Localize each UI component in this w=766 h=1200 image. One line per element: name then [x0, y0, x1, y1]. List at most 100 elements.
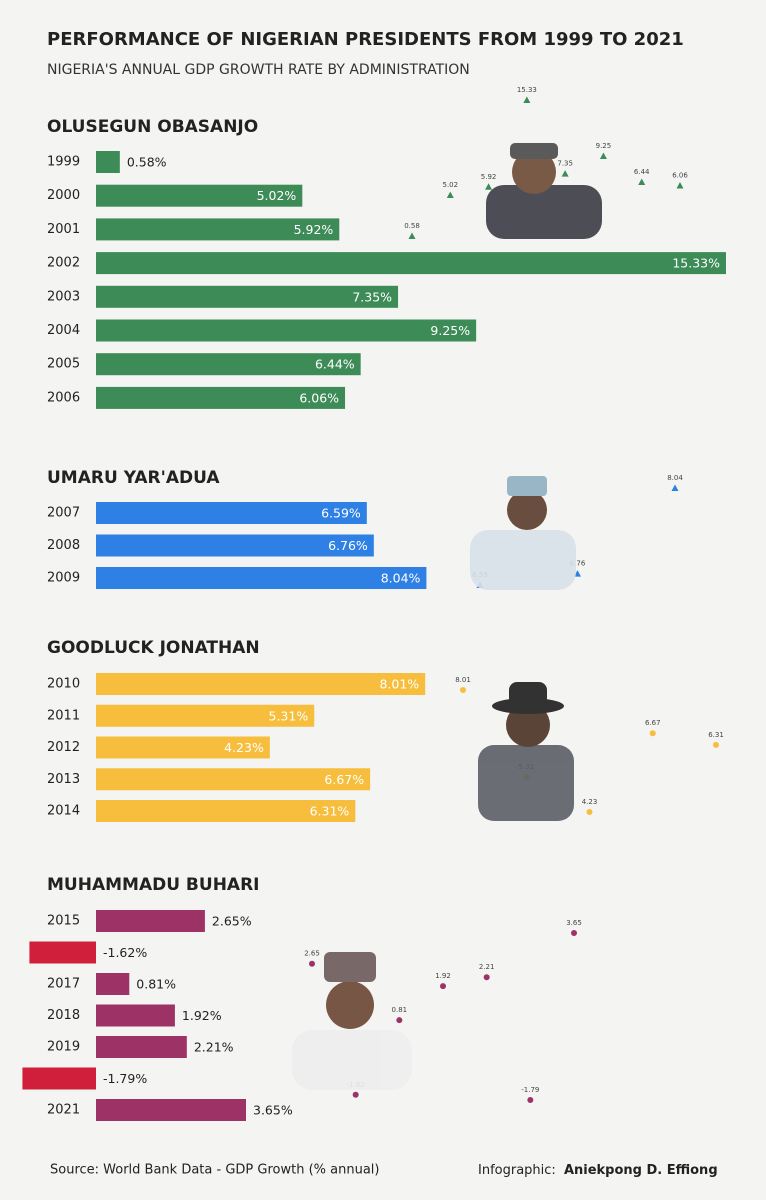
- value-label: 8.04%: [381, 571, 421, 586]
- dot-label: 15.33: [517, 86, 537, 94]
- section-title: GOODLUCK JONATHAN: [47, 638, 260, 658]
- year-label: 2013: [47, 772, 80, 787]
- dot-marker: [671, 484, 679, 491]
- value-label: 9.25%: [430, 323, 470, 338]
- value-label: 7.35%: [352, 289, 392, 304]
- year-label: 2006: [47, 390, 80, 405]
- year-label: 2017: [47, 977, 80, 992]
- value-label: -1.62%: [103, 945, 147, 960]
- value-label: 0.81%: [136, 977, 176, 992]
- dot-marker: [586, 809, 593, 815]
- value-label: 6.67%: [324, 772, 364, 787]
- bar: [96, 1036, 187, 1058]
- year-label: 2008: [47, 538, 80, 553]
- value-label: 2.65%: [212, 914, 252, 929]
- dot-label: 8.04: [667, 474, 683, 482]
- dot-marker: [408, 232, 416, 239]
- year-label: 2019: [47, 1040, 80, 1055]
- year-label: 2018: [47, 1008, 80, 1023]
- dot-label: 3.65: [566, 919, 582, 927]
- dot-marker: [527, 1097, 534, 1103]
- year-label: 2012: [47, 740, 80, 755]
- year-label: 2014: [47, 804, 80, 819]
- value-label: 4.23%: [224, 740, 264, 755]
- bar: [96, 673, 426, 695]
- bar: [96, 704, 315, 727]
- bar: [96, 973, 130, 995]
- dot-label: 1.92: [435, 972, 451, 980]
- bar: [96, 768, 371, 791]
- dot-label: 6.31: [708, 731, 724, 739]
- dot-label: 8.01: [455, 676, 471, 684]
- credit-prefix: Infographic:: [478, 1163, 556, 1178]
- bar: [96, 534, 374, 557]
- credit: Infographic: Aniekpong D. Effiong: [478, 1163, 718, 1178]
- portrait: [478, 682, 574, 821]
- bar: [96, 252, 726, 275]
- bar: [29, 941, 96, 964]
- bar: [22, 1067, 97, 1090]
- dot-marker: [309, 960, 315, 967]
- dot-label: 4.23: [582, 798, 598, 806]
- value-label: 6.76%: [328, 538, 368, 553]
- bar: [96, 736, 270, 759]
- bar: [96, 353, 361, 376]
- year-label: 2000: [47, 188, 80, 203]
- value-label: 6.06%: [299, 390, 339, 405]
- bar: [96, 184, 303, 207]
- value-label: 5.02%: [257, 188, 297, 203]
- year-label: 2010: [47, 677, 80, 692]
- dot-marker: [571, 930, 577, 936]
- value-label: 6.31%: [310, 804, 350, 819]
- dot-marker: [440, 983, 446, 990]
- value-label: 6.59%: [321, 506, 361, 521]
- dot-label: -1.79: [521, 1086, 539, 1094]
- dot-marker: [638, 178, 646, 185]
- dot-label: 5.92: [481, 173, 497, 181]
- dot-marker: [574, 570, 581, 577]
- subtitle: NIGERIA'S ANNUAL GDP GROWTH RATE BY ADMI…: [47, 62, 470, 78]
- bar: [96, 1099, 246, 1121]
- bar: [96, 218, 340, 241]
- value-label: -1.79%: [103, 1071, 147, 1086]
- year-label: 1999: [47, 155, 80, 170]
- section-title: MUHAMMADU BUHARI: [47, 875, 260, 895]
- section-title: UMARU YAR'ADUA: [47, 468, 220, 488]
- value-label: 5.31%: [269, 708, 309, 723]
- year-label: 2001: [47, 222, 80, 237]
- dot-label: 6.76: [570, 560, 586, 568]
- year-label: 2015: [47, 914, 80, 929]
- dot-label: 2.65: [304, 950, 320, 958]
- value-label: 1.92%: [182, 1008, 222, 1023]
- dot-marker: [446, 191, 454, 199]
- bar: [96, 910, 205, 932]
- dot-marker: [483, 974, 490, 981]
- bar: [96, 386, 346, 409]
- value-label: 5.92%: [294, 222, 334, 237]
- year-label: 2009: [47, 571, 80, 586]
- value-label: 15.33%: [672, 256, 720, 271]
- dot-label: 6.67: [645, 719, 661, 727]
- dot-marker: [713, 741, 719, 748]
- bar: [96, 319, 477, 342]
- title: PERFORMANCE OF NIGERIAN PRESIDENTS FROM …: [47, 29, 684, 50]
- year-label: 2005: [47, 357, 80, 372]
- dot-marker: [676, 181, 684, 189]
- credit-name: Aniekpong D. Effiong: [564, 1163, 718, 1178]
- portrait: [470, 476, 576, 590]
- value-label: 6.44%: [315, 357, 355, 372]
- year-label: 2004: [47, 323, 80, 338]
- dot-marker: [523, 96, 531, 103]
- value-label: 3.65%: [253, 1103, 293, 1118]
- value-label: 2.21%: [194, 1040, 234, 1055]
- year-label: 2002: [47, 256, 80, 271]
- dot-marker: [599, 152, 607, 160]
- dot-label: 2.21: [479, 963, 495, 971]
- dot-label: 0.58: [404, 222, 420, 230]
- value-label: 0.58%: [127, 155, 167, 170]
- portrait: [486, 143, 602, 239]
- section-title: OLUSEGUN OBASANJO: [47, 117, 258, 137]
- dot-label: 6.44: [634, 168, 650, 176]
- bar: [96, 800, 356, 822]
